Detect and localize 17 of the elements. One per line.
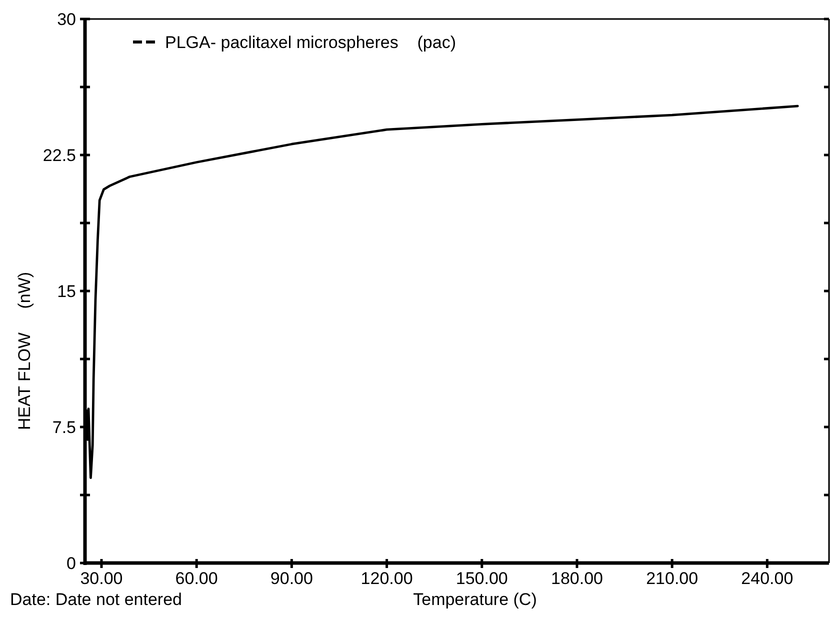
x-tick-label: 90.00 [270, 569, 313, 588]
x-tick-label: 180.00 [550, 569, 603, 588]
y-tick-label: 22.5 [42, 146, 76, 165]
y-axis-title: HEAT FLOW (nW) [15, 272, 34, 430]
x-axis-title: Temperature (C) [413, 590, 537, 609]
x-tick-label: 120.00 [360, 569, 413, 588]
y-tick-label: 7.5 [52, 418, 76, 437]
legend-label: PLGA- paclitaxel microspheres (pac) [165, 32, 456, 52]
x-tick-label: 30.00 [80, 569, 123, 588]
y-tick-label: 30 [57, 10, 76, 29]
x-tick-label: 240.00 [741, 569, 794, 588]
y-tick-label: 0 [66, 554, 76, 573]
y-tick-label: 15 [57, 282, 76, 301]
x-tick-label: 210.00 [646, 569, 698, 588]
text: Date: Date not entered [10, 590, 182, 609]
x-tick-label: 150.00 [456, 569, 508, 588]
x-tick-label: 60.00 [175, 569, 218, 588]
